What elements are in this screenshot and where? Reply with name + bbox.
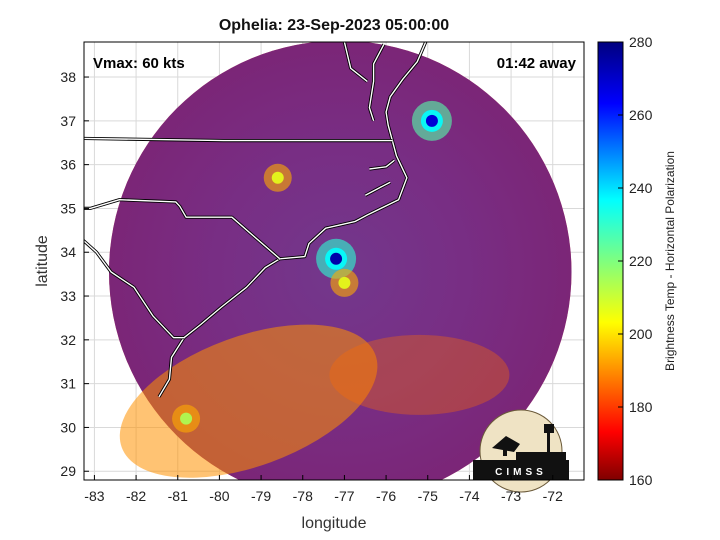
y-axis-ticks: 29 30 31 32 33 34 35 36 37 38 <box>60 69 89 479</box>
time-away-annotation: 01:42 away <box>497 55 577 72</box>
y-tick-label: 36 <box>60 157 76 173</box>
colorbar-tick-label: 180 <box>629 399 653 415</box>
coastline <box>84 240 184 339</box>
ocean-band <box>119 324 378 478</box>
x-axis-ticks: -83 -82 -81 -80 -79 -78 -77 -76 -75 -74 -73 -72 <box>84 475 563 504</box>
colorbar-tick-label: 220 <box>629 253 653 269</box>
colorbar-tick-label: 160 <box>629 472 653 488</box>
x-tick-label: -72 <box>543 488 563 504</box>
coastline-layer <box>84 42 428 398</box>
x-tick-label: -77 <box>334 488 354 504</box>
x-tick-label: -79 <box>251 488 271 504</box>
x-tick-label: -78 <box>293 488 313 504</box>
cell-core <box>338 276 351 289</box>
colorbar-tick-label: 280 <box>629 34 653 50</box>
logo-text: CIMSS <box>495 467 547 478</box>
coastline <box>158 42 427 398</box>
y-tick-label: 34 <box>60 244 76 260</box>
colorbar-label: Brightness Temp - Horizontal Polarizatio… <box>663 151 677 371</box>
colorbar-tick-label: 240 <box>629 180 653 196</box>
colorbar-tick-label: 260 <box>629 107 653 123</box>
y-tick-label: 38 <box>60 69 76 85</box>
x-tick-label: -75 <box>418 488 438 504</box>
x-tick-label: -74 <box>459 488 479 504</box>
x-tick-label: -80 <box>209 488 229 504</box>
x-tick-label: -82 <box>126 488 146 504</box>
colorbar-ticks: 160 180 200 220 240 260 280 <box>618 34 653 488</box>
y-tick-label: 35 <box>60 200 76 216</box>
y-axis-label: latitude <box>34 235 51 287</box>
y-tick-label: 31 <box>60 376 76 392</box>
y-tick-label: 33 <box>60 288 76 304</box>
x-tick-label: -73 <box>501 488 521 504</box>
coastline <box>343 42 368 82</box>
convective-cells <box>172 100 452 433</box>
vmax-annotation: Vmax: 60 kts <box>93 55 185 72</box>
x-tick-label: -81 <box>168 488 188 504</box>
y-tick-label: 30 <box>60 419 76 435</box>
cell-core <box>425 114 438 127</box>
cell-core <box>330 252 343 265</box>
y-tick-label: 29 <box>60 463 76 479</box>
chart-title: Ophelia: 23-Sep-2023 05:00:00 <box>219 17 449 34</box>
ocean-band <box>329 334 510 415</box>
coastline <box>84 137 393 142</box>
cell-core <box>271 171 284 184</box>
coastline <box>369 159 395 170</box>
y-tick-label: 37 <box>60 113 76 129</box>
cell-core <box>180 412 193 425</box>
x-tick-label: -76 <box>376 488 396 504</box>
x-tick-label: -83 <box>84 488 104 504</box>
x-axis-label: longitude <box>302 515 367 532</box>
coastline <box>84 199 281 260</box>
coastline <box>364 181 391 196</box>
y-tick-label: 32 <box>60 332 76 348</box>
colorbar-tick-label: 200 <box>629 326 653 342</box>
cimss-logo: CIMSS <box>473 409 569 493</box>
coastline <box>368 43 385 122</box>
